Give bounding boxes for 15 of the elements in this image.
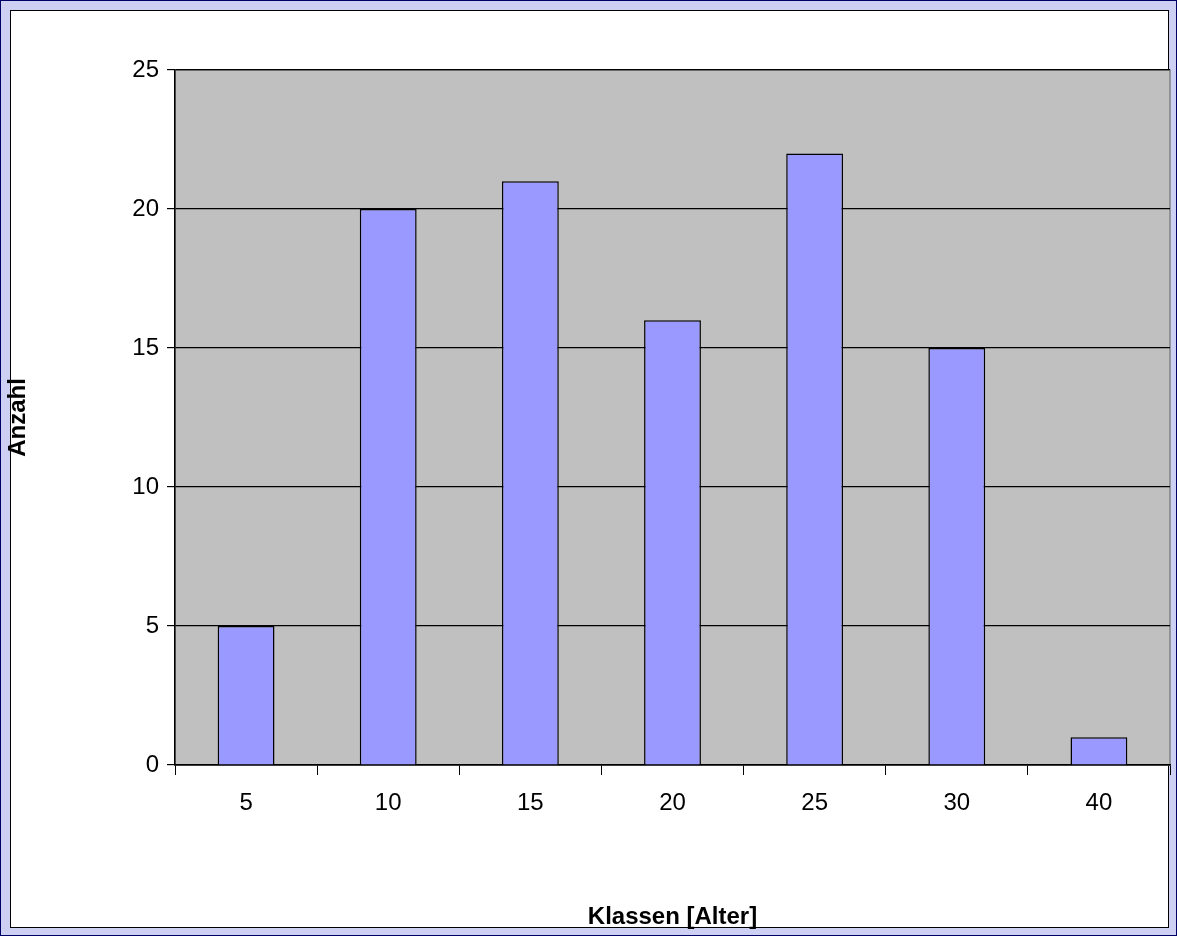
y-tick-label: 10 [132,471,159,499]
y-axis-title: Anzahl [3,378,31,457]
x-tick-label: 10 [374,788,402,816]
x-tick-label: 5 [239,788,253,816]
x-tick-label: 15 [517,788,544,816]
x-tick-label: 20 [659,788,686,816]
x-axis-title: Klassen [Alter] [587,902,758,930]
x-tick-label: 30 [943,788,971,816]
y-tick-label: 5 [145,610,159,638]
y-tick-label: 25 [132,54,159,82]
x-tick-label: 25 [801,788,828,816]
x-tick-label: 40 [1085,788,1113,816]
y-tick-label: 20 [132,193,159,221]
y-tick-label: 15 [132,332,159,360]
y-tick-label: 0 [145,749,159,777]
